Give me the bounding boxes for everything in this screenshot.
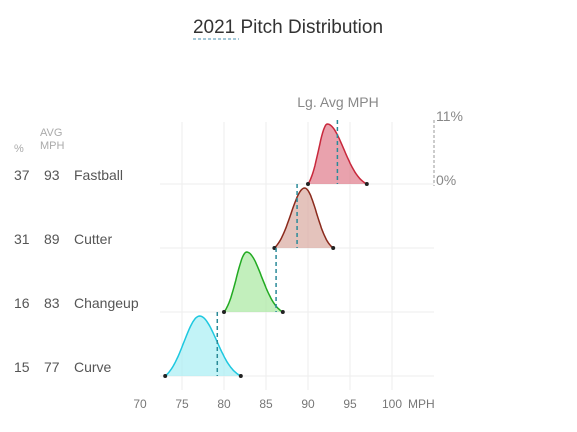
row-cutter-avg-mph: 89 (44, 231, 60, 247)
ridge-curve-max-point (238, 374, 243, 378)
row-fastball-avg-mph: 93 (44, 167, 60, 183)
ridge-cutter-line (273, 187, 334, 249)
row-labels: % AVG MPH Lg. Avg MPH 11% 0% 37 93 Fastball 31 89 C… (14, 94, 463, 375)
row-curve-name: Curve (74, 359, 112, 375)
ridge-fastball-min-point (306, 182, 310, 186)
row-curve-avg-mph: 77 (44, 359, 60, 375)
x-tick-label-95: 95 (343, 397, 357, 411)
row-changeup-name: Changeup (74, 295, 139, 311)
header-avg-mph: AVG MPH (40, 127, 65, 152)
ridge-curve-min-point (163, 374, 168, 378)
ridge-fastball-area (308, 124, 367, 184)
row-fastball-name: Fastball (74, 167, 123, 183)
row-cutter-name: Cutter (74, 231, 112, 247)
row-fastball-pct: 37 (14, 167, 30, 183)
ridge-cutter-area (274, 188, 334, 248)
ridge-fastball-max-point (364, 182, 369, 186)
x-tick-label-75: 75 (175, 397, 189, 411)
x-tick-label-80: 80 (217, 397, 231, 411)
ridge-changeup-min-point (222, 310, 226, 314)
row-cutter-pct: 31 (14, 231, 30, 247)
row-changeup-pct: 16 (14, 295, 30, 311)
ridges (163, 120, 369, 378)
density-scale-max: 11% (436, 108, 463, 124)
x-tick-label-90: 90 (301, 397, 315, 411)
row-changeup-avg-mph: 83 (44, 295, 60, 311)
league-avg-label: Lg. Avg MPH (297, 94, 378, 110)
density-scale-min: 0% (436, 172, 456, 188)
x-tick-label-85: 85 (259, 397, 273, 411)
header-pct: % (14, 143, 24, 155)
ridge-curve-line (164, 315, 242, 377)
ridge-cutter-max-point (331, 246, 336, 250)
row-curve-pct: 15 (14, 359, 30, 375)
ridge-changeup-max-point (280, 310, 285, 314)
x-axis: 70 75 80 85 90 95 100 MPH (133, 397, 434, 411)
chart-title: 2021 Pitch Distribution (193, 17, 383, 38)
ridge-changeup-line (223, 251, 284, 313)
ridge-curve-area (165, 316, 241, 376)
x-axis-unit: MPH (408, 397, 435, 411)
x-tick-label-100: 100 (382, 397, 402, 411)
x-tick-label-70: 70 (133, 397, 147, 411)
ridge-changeup-area (224, 252, 283, 312)
